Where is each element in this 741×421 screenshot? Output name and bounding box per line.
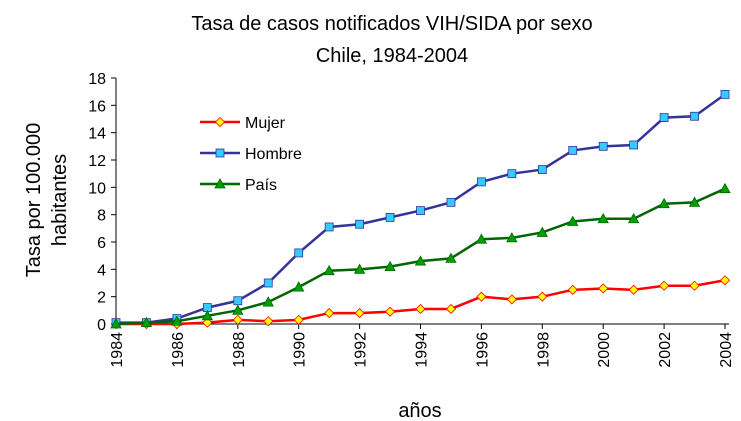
- point: [324, 308, 335, 319]
- point: [233, 296, 243, 306]
- point: [690, 111, 699, 121]
- y-tick-label: 10: [88, 180, 106, 197]
- point: [507, 169, 517, 179]
- point: [263, 316, 274, 327]
- point: [536, 226, 548, 237]
- point: [353, 263, 366, 274]
- point: [537, 165, 547, 174]
- y-tick-label: 0: [97, 317, 106, 334]
- point: [232, 304, 244, 315]
- point: [719, 182, 731, 194]
- point: [688, 196, 701, 207]
- y-tick-label: 2: [97, 290, 106, 307]
- point: [294, 248, 304, 258]
- legend-label: Hombre: [245, 146, 302, 163]
- chart-subtitle: Chile, 1984-2004: [316, 45, 468, 67]
- x-tick-label: 1994: [414, 332, 431, 368]
- point: [232, 314, 243, 325]
- point: [445, 252, 457, 263]
- x-tick-label: 1990: [292, 332, 309, 368]
- y-tick-label: 14: [88, 126, 106, 143]
- legend-label: Mujer: [245, 115, 286, 132]
- legend-marker: [214, 116, 226, 128]
- x-tick-label: 2004: [718, 332, 735, 368]
- x-tick-label: 2000: [596, 332, 613, 368]
- point: [293, 281, 305, 292]
- point: [476, 177, 486, 187]
- point: [537, 291, 548, 302]
- point: [355, 219, 365, 229]
- y-axis-label: Tasa por 100.000: [23, 123, 45, 278]
- y-tick-label: 8: [97, 208, 106, 225]
- point: [628, 284, 639, 295]
- point: [506, 294, 517, 305]
- point: [324, 222, 334, 232]
- point: [659, 280, 670, 291]
- y-tick-label: 4: [97, 262, 106, 279]
- point: [506, 232, 518, 243]
- x-tick-label: 1996: [474, 332, 491, 368]
- point: [598, 283, 609, 294]
- point: [658, 197, 670, 209]
- point: [659, 113, 669, 123]
- point: [110, 318, 122, 329]
- point: [719, 275, 731, 286]
- point: [384, 260, 396, 272]
- point: [202, 317, 213, 328]
- point: [475, 233, 488, 244]
- chart-title: Tasa de casos notificados VIH/SIDA por s…: [191, 13, 592, 35]
- x-tick-label: 1992: [353, 332, 370, 368]
- point: [567, 284, 578, 295]
- point: [445, 303, 457, 315]
- x-axis-label: años: [398, 400, 441, 421]
- x-tick-label: 1986: [170, 332, 187, 368]
- y-tick-label: 16: [88, 98, 106, 115]
- point: [598, 141, 608, 151]
- legend-label: País: [245, 177, 277, 194]
- point: [415, 303, 426, 315]
- point: [689, 280, 700, 291]
- point: [627, 212, 640, 224]
- point: [416, 206, 425, 215]
- point: [354, 308, 365, 319]
- point: [293, 314, 304, 325]
- y-tick-label: 18: [88, 71, 106, 88]
- x-tick-label: 1988: [231, 332, 248, 368]
- point: [262, 296, 274, 307]
- point: [629, 140, 639, 150]
- point: [476, 291, 487, 302]
- point: [568, 146, 578, 155]
- point: [597, 212, 609, 224]
- point: [201, 309, 214, 321]
- y-tick-label: 12: [88, 153, 106, 170]
- legend-marker: [215, 148, 225, 158]
- point: [567, 215, 579, 226]
- point: [171, 315, 183, 326]
- legend-marker: [214, 178, 226, 189]
- point: [140, 316, 153, 328]
- x-tick-label: 2002: [657, 332, 674, 368]
- point: [414, 255, 427, 266]
- point: [263, 278, 273, 288]
- x-tick-label: 1984: [109, 332, 126, 368]
- y-axis-label: habitantes: [49, 154, 71, 246]
- point: [720, 90, 730, 99]
- point: [384, 306, 396, 317]
- point: [385, 212, 395, 222]
- x-tick-label: 1998: [535, 332, 552, 368]
- y-tick-label: 6: [97, 235, 106, 252]
- point: [323, 264, 335, 276]
- point: [446, 197, 456, 207]
